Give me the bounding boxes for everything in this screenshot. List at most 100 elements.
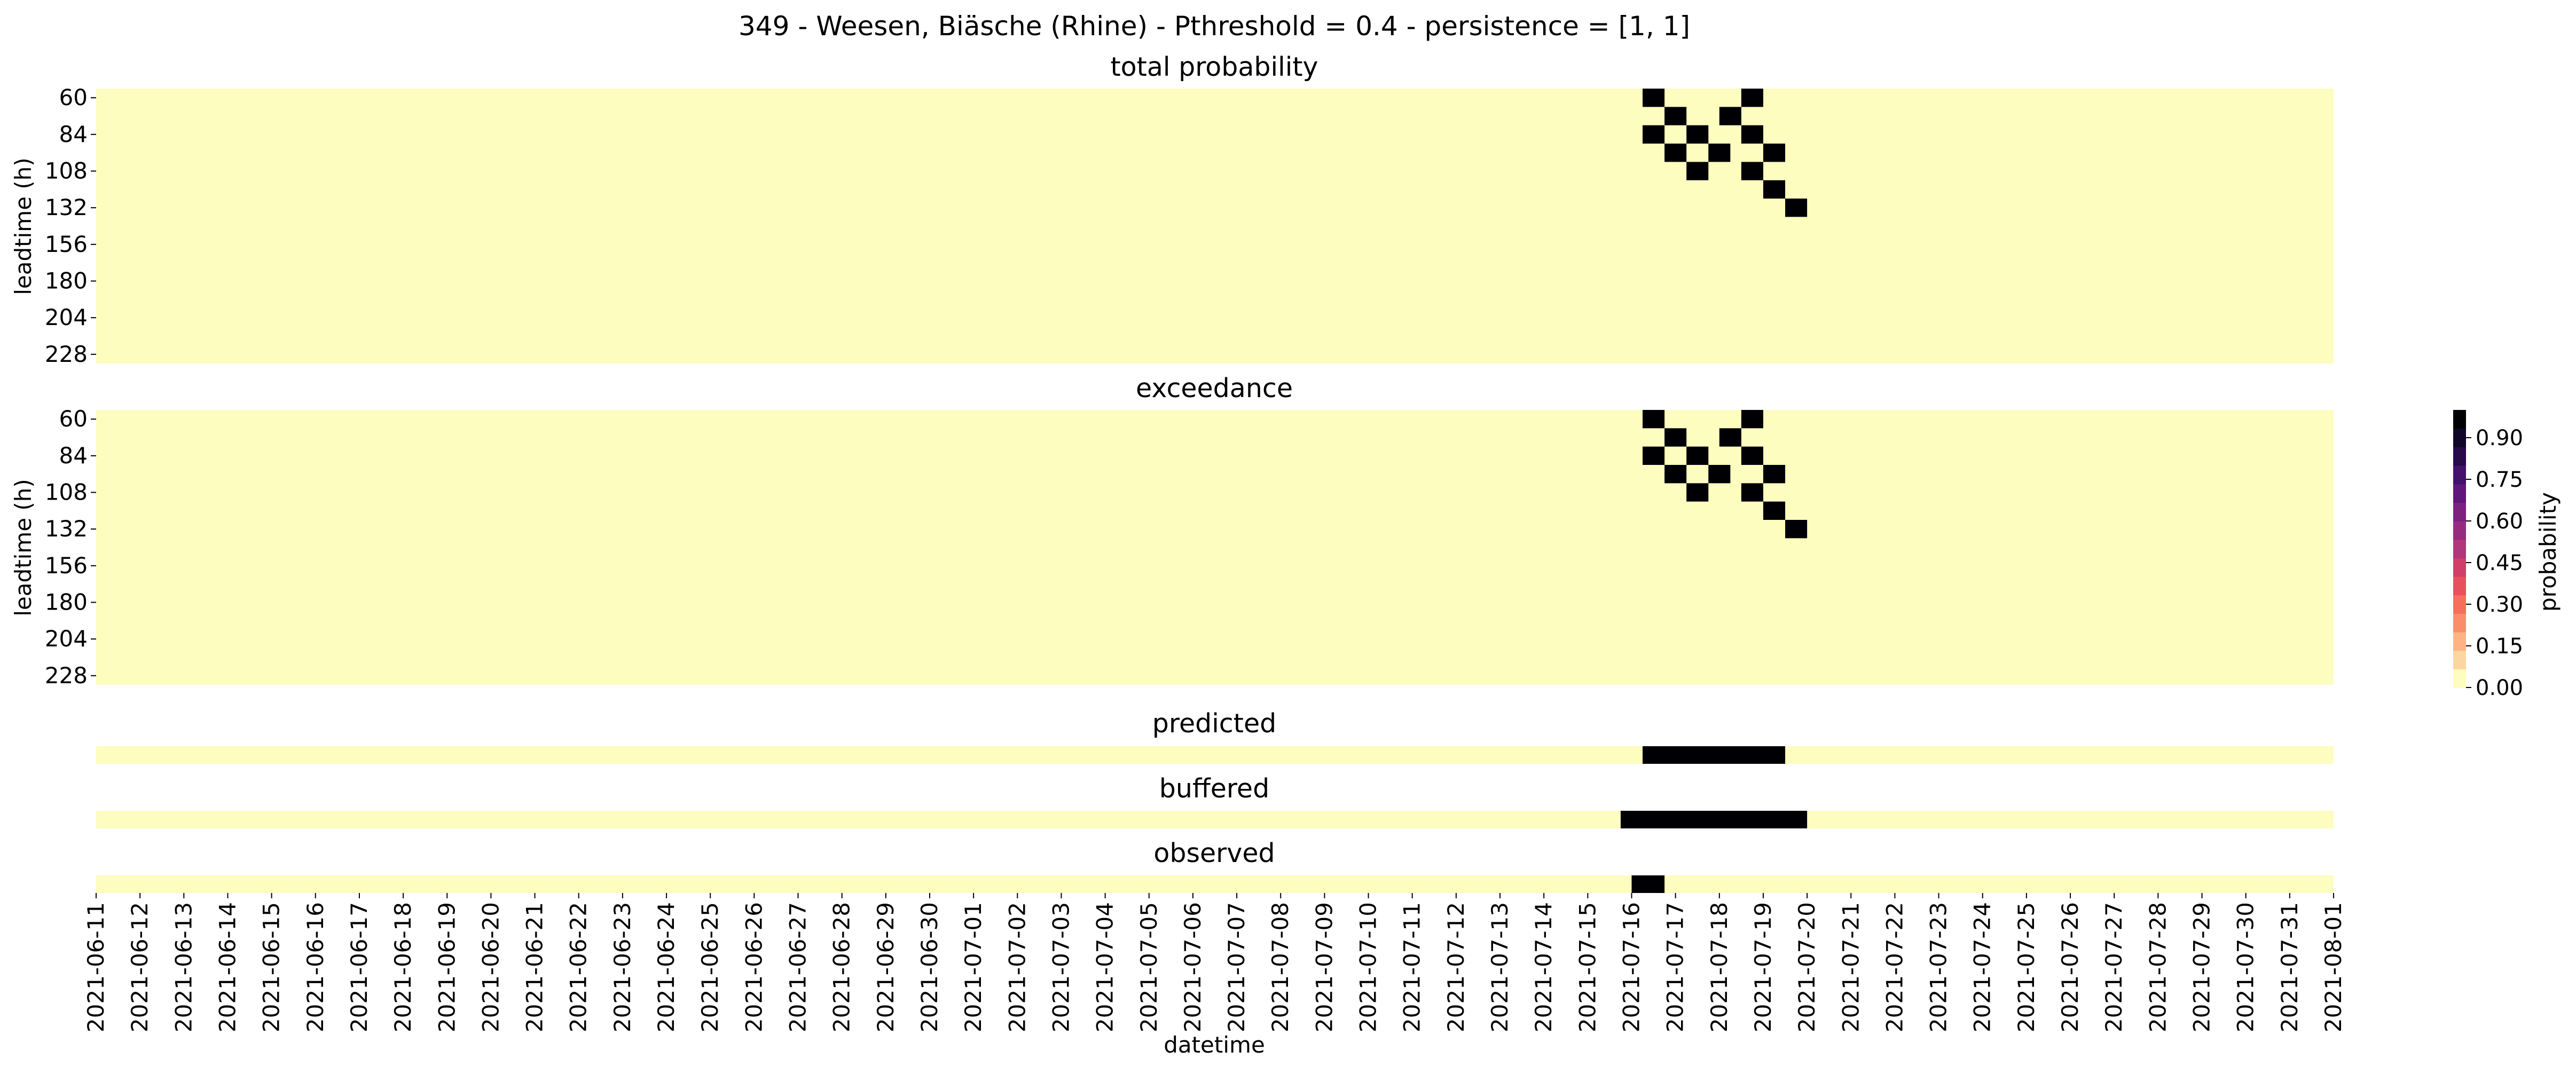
x-tick-label: 2021-07-16	[1619, 902, 1645, 1032]
colorbar-band	[2453, 539, 2466, 558]
total-probability-ytick-label: 84	[59, 121, 88, 147]
exceedance-cell	[1763, 465, 1786, 484]
total-probability-ytick-label: 180	[45, 268, 88, 294]
x-tick-label: 2021-07-21	[1837, 902, 1864, 1032]
exceedance-cell	[1741, 410, 1763, 429]
exceedance-title: exceedance	[1136, 373, 1293, 404]
total-probability-ytick-label: 228	[45, 341, 88, 367]
total-probability-cell	[1741, 162, 1763, 180]
total-probability-cell	[1741, 125, 1763, 144]
x-tick-label: 2021-07-11	[1399, 902, 1425, 1032]
total-probability-ytick-label: 132	[45, 194, 88, 220]
x-tick-label: 2021-07-01	[960, 902, 986, 1032]
total-probability-cell	[1763, 180, 1786, 199]
colorbar: 0.00 0.15 0.30 0.45 0.60 0.75 0.90 probability	[2453, 410, 2561, 700]
x-tick-label: 2021-06-23	[609, 902, 635, 1032]
exceedance-background	[96, 410, 2334, 685]
x-tick-label: 2021-07-12	[1443, 902, 1469, 1032]
colorbar-band	[2453, 669, 2466, 688]
x-tick-label: 2021-06-11	[83, 902, 109, 1032]
x-tick-label: 2021-06-16	[302, 902, 328, 1032]
exceedance-cell	[1741, 446, 1763, 465]
x-tick-label: 2021-06-30	[916, 902, 943, 1032]
x-tick-label: 2021-06-27	[785, 902, 811, 1032]
x-tick-label: 2021-07-02	[1004, 902, 1030, 1032]
total-probability-ytick-label: 204	[45, 304, 88, 330]
colorbar-tick-label: 0.00	[2476, 676, 2523, 700]
colorbar-band	[2453, 558, 2466, 577]
x-tick-label: 2021-07-29	[2189, 902, 2215, 1032]
colorbar-band	[2453, 613, 2466, 633]
x-tick-label: 2021-07-14	[1530, 902, 1557, 1032]
exceedance-cell	[1664, 465, 1687, 484]
buffered-cells	[1620, 811, 1808, 828]
exceedance-ylabel: leadtime (h)	[10, 479, 36, 616]
total-probability-ytick-label: 156	[45, 231, 88, 257]
observed-title: observed	[1153, 838, 1275, 868]
total-probability-cell	[1741, 89, 1763, 107]
colorbar-tick-label: 0.15	[2476, 634, 2523, 659]
predicted-title: predicted	[1152, 708, 1276, 739]
predicted-period	[1643, 746, 1786, 764]
colorbar-band	[2453, 595, 2466, 614]
x-tick-label: 2021-07-20	[1794, 902, 1820, 1032]
total-probability-ytick-label: 108	[45, 158, 88, 184]
total-probability-cell	[1686, 162, 1709, 180]
total-probability-cells	[1643, 89, 1808, 217]
x-axis-ticks: 2021-06-11 2021-06-12 2021-06-13 2021-06-14…	[83, 893, 2346, 1032]
x-tick-label: 2021-07-10	[1355, 902, 1381, 1032]
x-tick-label: 2021-07-15	[1574, 902, 1600, 1032]
x-tick-label: 2021-07-19	[1750, 902, 1776, 1032]
exceedance-cell	[1741, 483, 1763, 502]
x-tick-label: 2021-06-15	[258, 902, 285, 1032]
buffered-panel: buffered	[96, 773, 2334, 828]
x-tick-label: 2021-06-21	[522, 902, 548, 1032]
x-tick-label: 2021-07-25	[2013, 902, 2039, 1032]
exceedance-cell	[1664, 428, 1687, 447]
x-tick-label: 2021-07-06	[1180, 902, 1206, 1032]
colorbar-tick-label: 0.45	[2476, 551, 2523, 575]
colorbar-tick-label: 0.30	[2476, 592, 2523, 617]
figure-suptitle: 349 - Weesen, Biäsche (Rhine) - Pthresho…	[739, 11, 1690, 42]
x-tick-label: 2021-07-31	[2276, 902, 2303, 1032]
colorbar-band	[2453, 576, 2466, 596]
x-tick-label: 2021-07-18	[1706, 902, 1732, 1032]
buffered-title: buffered	[1159, 773, 1269, 804]
exceedance-cell	[1785, 520, 1808, 539]
total-probability-cell	[1686, 125, 1709, 144]
predicted-panel: predicted	[96, 708, 2334, 764]
total-probability-cell	[1708, 144, 1731, 162]
total-probability-cell	[1664, 144, 1687, 162]
observed-panel: observed	[96, 838, 2334, 893]
x-tick-label: 2021-07-26	[2057, 902, 2083, 1032]
colorbar-band	[2453, 465, 2466, 485]
total-probability-cell	[1643, 125, 1665, 144]
total-probability-cell	[1785, 199, 1808, 217]
x-tick-label: 2021-06-29	[873, 902, 899, 1032]
total-probability-panel: total probability leadtime (h) 60 84 108 13…	[10, 52, 2334, 367]
colorbar-label: probability	[2535, 492, 2561, 612]
colorbar-band	[2453, 521, 2466, 540]
colorbar-bands	[2453, 410, 2466, 688]
colorbar-band	[2453, 410, 2466, 429]
x-tick-label: 2021-06-20	[477, 902, 504, 1032]
buffered-period	[1620, 811, 1808, 828]
exceedance-cells	[1643, 410, 1808, 539]
x-tick-label: 2021-06-18	[390, 902, 416, 1032]
exceedance-cell	[1763, 501, 1786, 520]
total-probability-cell	[1719, 107, 1741, 125]
colorbar-band	[2453, 502, 2466, 521]
x-tick-label: 2021-07-04	[1092, 902, 1118, 1032]
colorbar-tick-label: 0.60	[2476, 509, 2523, 534]
exceedance-ytick-label: 180	[45, 589, 88, 615]
colorbar-ticks: 0.00 0.15 0.30 0.45 0.60 0.75 0.90	[2466, 426, 2523, 700]
x-tick-label: 2021-06-22	[566, 902, 592, 1032]
exceedance-ytick-label: 204	[45, 626, 88, 652]
x-tick-label: 2021-07-05	[1136, 902, 1162, 1032]
x-tick-label: 2021-06-13	[170, 902, 197, 1032]
x-tick-label: 2021-06-24	[653, 902, 679, 1032]
x-tick-label: 2021-07-13	[1487, 902, 1513, 1032]
x-tick-label: 2021-08-01	[2320, 902, 2346, 1032]
exceedance-ytick-label: 228	[45, 662, 88, 689]
x-tick-label: 2021-07-09	[1311, 902, 1337, 1032]
